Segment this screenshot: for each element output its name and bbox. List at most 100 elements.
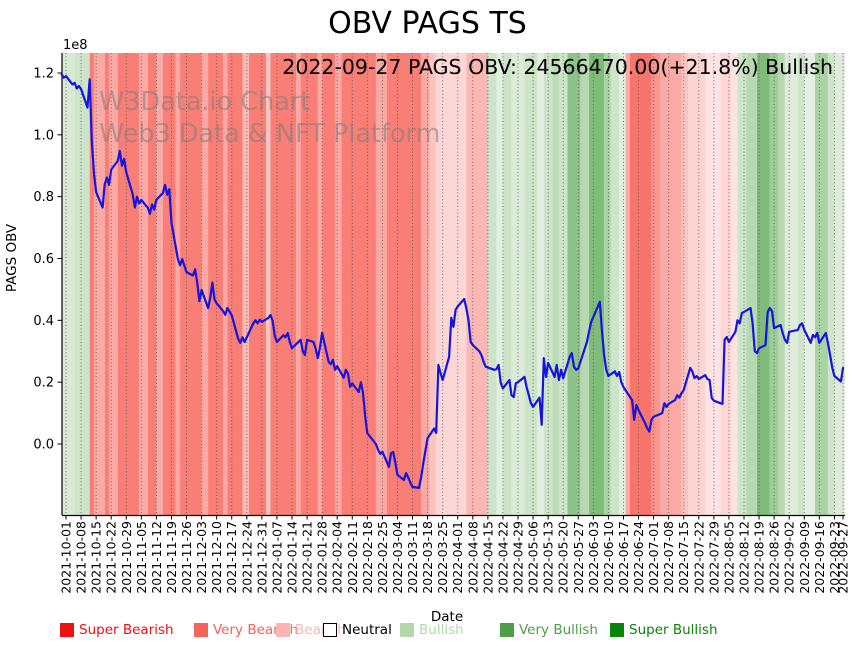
sentiment-band-bullish [543, 53, 553, 515]
x-tick-label: 2021-11-19 [164, 521, 179, 594]
sentiment-band-bearish [705, 53, 721, 515]
x-tick-label: 2022-02-11 [345, 521, 360, 594]
sentiment-band-bullish [511, 53, 525, 515]
y-tick-label: 0.4 [33, 314, 54, 329]
sentiment-band-bearish [466, 53, 488, 515]
x-tick-label: 2022-02-04 [330, 521, 345, 594]
sentiment-band-very-bearish [89, 53, 94, 515]
x-tick-label: 2022-06-24 [631, 521, 646, 594]
legend-item-very-bullish: Very Bullish [500, 622, 598, 638]
sentiment-band-bearish [720, 53, 732, 515]
sentiment-band-bullish [496, 53, 503, 515]
legend-item-bullish: Bullish [400, 622, 464, 638]
x-tick-label: 2021-11-05 [134, 521, 149, 594]
x-tick-label: 2021-10-29 [119, 521, 134, 594]
x-tick-label: 2022-09-27 [836, 521, 851, 594]
x-tick-label: 2022-05-06 [526, 521, 541, 594]
sentiment-band-bullish [815, 53, 828, 515]
x-tick-label: 2021-12-17 [224, 521, 239, 594]
y-tick-label: 0.6 [33, 252, 54, 267]
chart-title: OBV PAGS TS [328, 6, 527, 41]
x-tick-label: 2021-10-08 [74, 521, 89, 594]
sentiment-band-very-bearish [629, 53, 652, 515]
x-tick-label: 2022-06-17 [616, 521, 631, 594]
sentiment-band-bearish [731, 53, 738, 515]
x-tick-label: 2021-10-15 [89, 521, 104, 594]
sentiment-band-bullish [619, 53, 626, 515]
sentiment-band-bullish [580, 53, 590, 515]
y-tick-label: 0.0 [33, 438, 54, 453]
y-axis-label: PAGS OBV [4, 223, 20, 292]
sentiment-band-bullish [558, 53, 568, 515]
sentiment-band-bullish [604, 53, 611, 515]
x-tick-label: 2021-12-10 [209, 521, 224, 594]
sentiment-band-bearish [681, 53, 689, 515]
y-offset-label: 1e8 [63, 38, 88, 53]
y-tick-label: 1.0 [33, 128, 54, 143]
x-tick-label: 2022-03-18 [420, 521, 435, 594]
sentiment-band-very-bullish [567, 53, 581, 515]
x-tick-label: 2022-04-08 [465, 521, 480, 594]
legend-swatch-icon [610, 623, 624, 637]
x-tick-label: 2022-07-08 [661, 521, 676, 594]
legend-item-neutral: Neutral [323, 622, 392, 638]
legend-label: Very Bullish [519, 622, 598, 638]
x-tick-label: 2022-05-13 [541, 521, 556, 594]
x-tick-label: 2022-02-25 [375, 521, 390, 594]
sentiment-band-very-bullish [589, 53, 605, 515]
x-tick-label: 2022-07-01 [646, 521, 661, 594]
x-tick-label: 2022-04-15 [480, 521, 495, 594]
sentiment-band-bullish [502, 53, 512, 515]
sentiment-band-bullish [537, 53, 544, 515]
legend-item-super-bearish: Super Bearish [60, 622, 174, 638]
x-tick-label: 2022-05-20 [556, 521, 571, 594]
sentiment-band-bearish [436, 53, 467, 515]
x-tick-label: 2022-09-09 [797, 521, 812, 594]
legend-swatch-icon [276, 623, 290, 637]
sentiment-band-bullish [769, 53, 779, 515]
x-tick-label: 2021-10-22 [104, 521, 119, 594]
x-tick-label: 2022-06-03 [586, 521, 601, 594]
x-tick-label: 2022-02-18 [360, 521, 375, 594]
x-tick-label: 2022-04-01 [450, 521, 465, 594]
x-tick-label: 2022-09-02 [782, 521, 797, 594]
x-tick-label: 2022-01-07 [269, 521, 284, 594]
legend-swatch-icon [400, 623, 414, 637]
sentiment-band-bearish [660, 53, 682, 515]
legend-label: Neutral [342, 622, 392, 638]
x-tick-label: 2022-08-05 [721, 521, 736, 594]
x-tick-label: 2022-07-29 [706, 521, 721, 594]
sentiment-band-bullish [62, 53, 75, 515]
x-tick-label: 2021-12-03 [194, 521, 209, 594]
legend-item-super-bullish: Super Bullish [610, 622, 718, 638]
x-tick-label: 2021-11-12 [149, 521, 164, 594]
sentiment-band-bullish [784, 53, 798, 515]
sentiment-band-bullish [804, 53, 816, 515]
x-tick-label: 2022-01-28 [315, 521, 330, 594]
sentiment-band-bullish [487, 53, 497, 515]
x-tick-label: 2022-08-12 [737, 521, 752, 594]
x-tick-label: 2022-01-14 [285, 521, 300, 594]
x-tick-label: 2021-11-26 [179, 521, 194, 594]
y-tick-label: 1.2 [33, 66, 54, 81]
x-tick-label: 2021-12-31 [254, 521, 269, 594]
legend-label: Super Bullish [629, 622, 718, 638]
x-tick-label: 2021-12-24 [239, 521, 254, 594]
legend-label: Bullish [419, 622, 464, 638]
x-tick-label: 2022-06-10 [601, 521, 616, 594]
x-tick-label: 2022-03-25 [435, 521, 450, 594]
x-tick-label: 2022-05-27 [571, 521, 586, 594]
sentiment-band-bearish [688, 53, 706, 515]
legend-label: Super Bearish [79, 622, 174, 638]
x-tick-label: 2022-01-21 [300, 521, 315, 594]
x-tick-label: 2022-07-22 [691, 521, 706, 594]
sentiment-band-bullish [610, 53, 620, 515]
chart-annotation: 2022-09-27 PAGS OBV: 24566470.00(+21.8%)… [282, 55, 833, 79]
x-tick-label: 2022-04-22 [495, 521, 510, 594]
y-tick-label: 0.2 [33, 376, 54, 391]
sentiment-band-bearish [625, 53, 630, 515]
x-tick-label: 2021-10-01 [59, 521, 74, 594]
sentiment-band-bullish [524, 53, 538, 515]
legend-swatch-icon [194, 623, 208, 637]
